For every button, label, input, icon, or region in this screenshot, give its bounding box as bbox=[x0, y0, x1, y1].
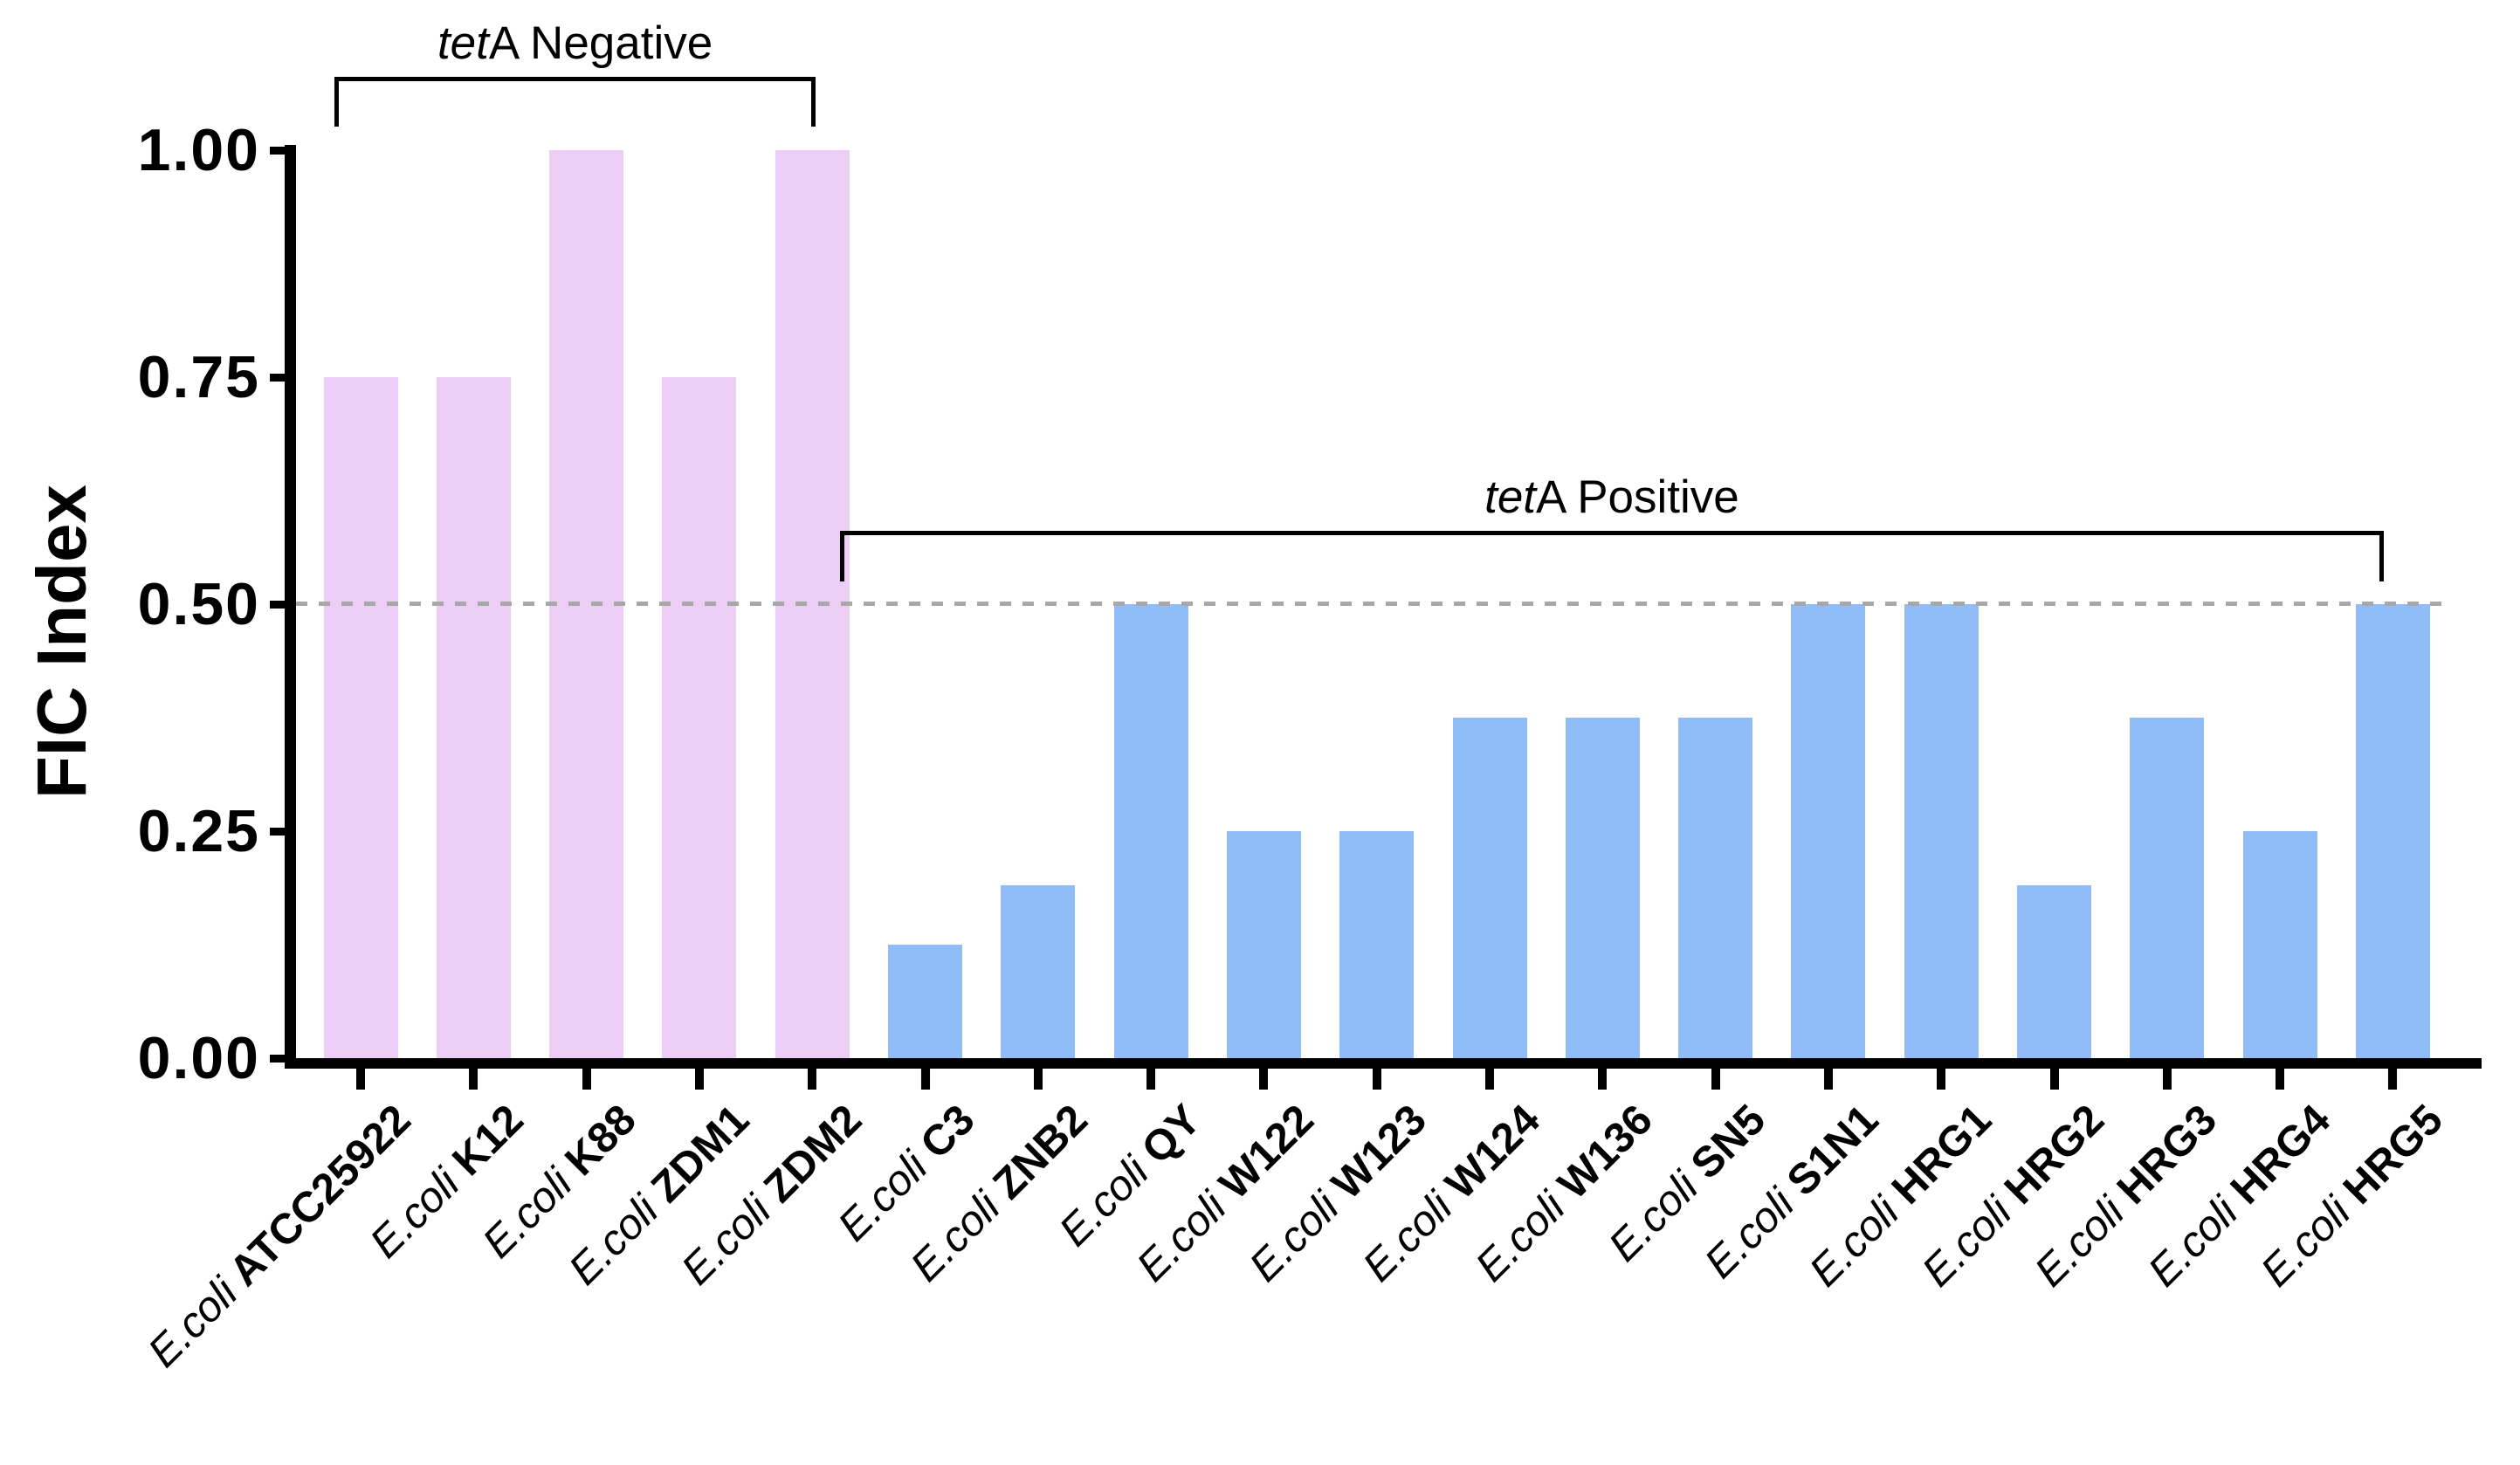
x-tick-mark-K88 bbox=[582, 1069, 591, 1090]
x-tick-mark-ZNB2 bbox=[1033, 1069, 1043, 1090]
x-tick-mark-HRG4 bbox=[2276, 1069, 2285, 1090]
bar-HRG2 bbox=[2017, 885, 2091, 1058]
y-axis-title: FIC Index bbox=[23, 484, 100, 800]
bracket-label-tetA Negative: tetA Negative bbox=[334, 17, 816, 70]
x-tick-mark-QY bbox=[1146, 1069, 1156, 1090]
bar-C3 bbox=[888, 945, 962, 1058]
y-tick-label-0.50: 0.50 bbox=[137, 571, 260, 637]
y-tick-label-1.00: 1.00 bbox=[137, 117, 260, 183]
x-label-strain: ATCC25922 bbox=[212, 1096, 420, 1303]
bracket-horizontal-tetA Positive bbox=[839, 531, 2385, 535]
y-tick-label-0.00: 0.00 bbox=[137, 1025, 260, 1091]
x-tick-mark-W124 bbox=[1485, 1069, 1494, 1090]
bar-SN5 bbox=[1678, 718, 1753, 1058]
x-tick-mark-ZDM1 bbox=[694, 1069, 704, 1090]
bracket-label-tetA Positive: tetA Positive bbox=[840, 471, 2385, 524]
y-tick-mark-0.00 bbox=[270, 1054, 285, 1063]
x-tick-mark-HRG2 bbox=[2049, 1069, 2059, 1090]
x-tick-mark-W123 bbox=[1372, 1069, 1381, 1090]
bar-W136 bbox=[1565, 718, 1640, 1058]
x-tick-mark-SN5 bbox=[1711, 1069, 1720, 1090]
bracket-end-left-tetA Negative bbox=[334, 77, 339, 127]
bracket-end-right-tetA Positive bbox=[2379, 531, 2385, 581]
x-tick-mark-C3 bbox=[920, 1069, 930, 1090]
x-tick-mark-W136 bbox=[1598, 1069, 1608, 1090]
x-tick-mark-ZDM2 bbox=[808, 1069, 817, 1090]
bracket-label-regular: A Positive bbox=[1536, 471, 1739, 523]
bar-ZNB2 bbox=[1001, 885, 1076, 1058]
x-tick-mark-HRG3 bbox=[2162, 1069, 2172, 1090]
x-label-strain: HRG5 bbox=[2325, 1096, 2452, 1222]
bar-S1N1 bbox=[1791, 604, 1866, 1058]
x-tick-mark-HRG5 bbox=[2388, 1069, 2398, 1090]
bracket-label-italic: tet bbox=[1484, 471, 1537, 523]
bracket-end-right-tetA Negative bbox=[811, 77, 816, 127]
x-axis-line bbox=[285, 1058, 2482, 1069]
y-tick-mark-0.75 bbox=[270, 373, 285, 382]
x-tick-mark-S1N1 bbox=[1823, 1069, 1833, 1090]
x-tick-mark-ATCC25922 bbox=[356, 1069, 365, 1090]
bar-W122 bbox=[1226, 831, 1301, 1058]
bar-HRG3 bbox=[2130, 718, 2205, 1058]
fic-threshold-dashed-line bbox=[296, 602, 2445, 606]
x-tick-mark-HRG1 bbox=[1937, 1069, 1946, 1090]
bar-W123 bbox=[1339, 831, 1415, 1058]
bar-HRG5 bbox=[2355, 604, 2430, 1058]
bar-QY bbox=[1113, 604, 1188, 1058]
bar-ATCC25922 bbox=[323, 377, 398, 1058]
y-tick-mark-0.50 bbox=[270, 600, 285, 609]
x-tick-mark-K12 bbox=[469, 1069, 479, 1090]
y-axis-line bbox=[285, 145, 296, 1069]
y-tick-mark-0.25 bbox=[270, 827, 285, 836]
bar-K12 bbox=[436, 377, 511, 1058]
y-tick-label-0.75: 0.75 bbox=[137, 344, 260, 410]
bracket-end-left-tetA Positive bbox=[839, 531, 844, 581]
bracket-label-italic: tet bbox=[437, 17, 489, 69]
bar-HRG4 bbox=[2242, 831, 2317, 1058]
bracket-horizontal-tetA Negative bbox=[334, 77, 816, 81]
bar-W124 bbox=[1452, 718, 1527, 1058]
bracket-label-regular: A Negative bbox=[488, 17, 713, 69]
x-tick-mark-W122 bbox=[1259, 1069, 1269, 1090]
bar-ZDM1 bbox=[662, 377, 737, 1058]
bar-HRG1 bbox=[1904, 604, 1979, 1058]
y-tick-label-0.25: 0.25 bbox=[137, 798, 260, 864]
y-tick-mark-1.00 bbox=[270, 146, 285, 155]
